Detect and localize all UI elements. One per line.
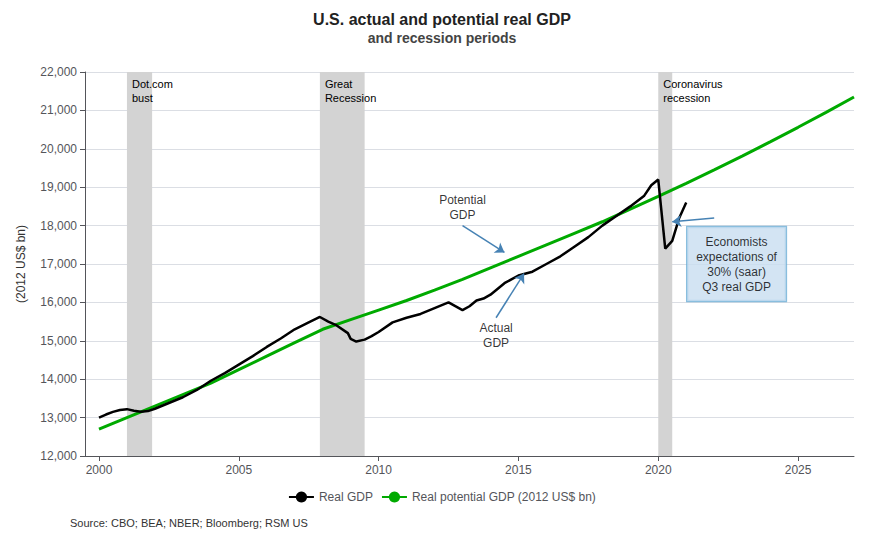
svg-text:U.S. actual and potential real: U.S. actual and potential real GDP — [313, 11, 571, 28]
svg-text:12,000: 12,000 — [40, 449, 77, 463]
svg-text:19,000: 19,000 — [40, 180, 77, 194]
svg-text:13,000: 13,000 — [40, 411, 77, 425]
svg-text:17,000: 17,000 — [40, 257, 77, 271]
svg-text:expectations of: expectations of — [696, 250, 777, 264]
svg-text:Dot.com: Dot.com — [132, 78, 173, 90]
svg-text:30% (saar): 30% (saar) — [707, 265, 766, 279]
svg-text:Source: CBO; BEA; NBER; Bloomb: Source: CBO; BEA; NBER; Bloomberg; RSM U… — [70, 517, 308, 529]
svg-text:2010: 2010 — [365, 463, 392, 477]
svg-text:22,000: 22,000 — [40, 65, 77, 79]
svg-text:and recession periods: and recession periods — [368, 30, 517, 46]
svg-text:(2012 US$ bn): (2012 US$ bn) — [14, 225, 28, 303]
svg-text:21,000: 21,000 — [40, 103, 77, 117]
svg-text:Potential: Potential — [439, 193, 486, 207]
svg-text:Coronavirus: Coronavirus — [663, 78, 723, 90]
svg-text:Real GDP: Real GDP — [319, 490, 373, 504]
svg-text:GDP: GDP — [450, 208, 476, 222]
svg-text:15,000: 15,000 — [40, 334, 77, 348]
svg-text:bust: bust — [132, 92, 153, 104]
svg-text:Great: Great — [325, 78, 353, 90]
svg-text:Actual: Actual — [479, 321, 512, 335]
svg-text:Q3 real GDP: Q3 real GDP — [702, 280, 771, 294]
svg-text:16,000: 16,000 — [40, 295, 77, 309]
svg-text:14,000: 14,000 — [40, 372, 77, 386]
svg-text:Real potential GDP (2012 US$ b: Real potential GDP (2012 US$ bn) — [412, 490, 596, 504]
svg-text:20,000: 20,000 — [40, 142, 77, 156]
svg-text:Economists: Economists — [706, 235, 768, 249]
svg-text:2000: 2000 — [86, 463, 113, 477]
svg-text:Recession: Recession — [325, 92, 376, 104]
svg-text:recession: recession — [663, 92, 710, 104]
svg-text:2005: 2005 — [225, 463, 252, 477]
svg-text:2020: 2020 — [645, 463, 672, 477]
svg-text:18,000: 18,000 — [40, 219, 77, 233]
svg-text:GDP: GDP — [483, 336, 509, 350]
svg-text:2025: 2025 — [785, 463, 812, 477]
svg-text:2015: 2015 — [505, 463, 532, 477]
